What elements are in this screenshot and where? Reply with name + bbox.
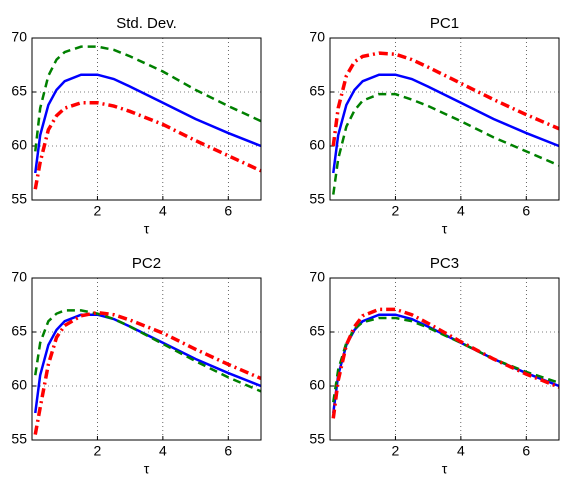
- axes-frame: [31, 37, 262, 201]
- y-tick-label: 70: [309, 269, 325, 285]
- x-tick-label: 6: [224, 203, 232, 219]
- y-tick-label: 70: [309, 29, 325, 45]
- chart-title: PC2: [132, 255, 161, 272]
- y-tick-label: 60: [309, 137, 325, 153]
- x-tick-label: 6: [522, 443, 530, 459]
- line-series: [331, 51, 560, 147]
- axes-frame: [329, 37, 560, 201]
- x-tick-label: 2: [392, 203, 400, 219]
- chart-title: PC1: [430, 15, 459, 32]
- y-tick-label: 65: [309, 83, 325, 99]
- line-series: [332, 73, 560, 174]
- line-series: [332, 92, 560, 195]
- x-axis-label: τ: [144, 221, 150, 237]
- line-series: [33, 101, 262, 190]
- subplot: PC3 τ 2 4 6 55 60 65 70: [309, 255, 560, 477]
- x-tick-label: 6: [224, 443, 232, 459]
- y-tick-label: 65: [309, 323, 325, 339]
- chart-title: PC3: [430, 255, 459, 272]
- x-tick-label: 4: [457, 443, 465, 459]
- x-axis-label: τ: [442, 221, 448, 237]
- subplot: PC1 τ 2 4 6 55 60 65 70: [309, 15, 560, 237]
- y-tick-label: 70: [11, 29, 27, 45]
- x-axis-label: τ: [442, 461, 448, 477]
- y-tick-label: 55: [11, 431, 27, 447]
- x-tick-label: 4: [159, 443, 167, 459]
- y-tick-label: 55: [11, 191, 27, 207]
- line-series: [33, 310, 262, 435]
- y-tick-label: 60: [11, 377, 27, 393]
- x-tick-label: 2: [94, 443, 102, 459]
- line-series: [332, 316, 560, 403]
- y-tick-label: 70: [11, 269, 27, 285]
- y-tick-label: 65: [11, 83, 27, 99]
- y-tick-label: 60: [309, 377, 325, 393]
- x-axis-label: τ: [144, 461, 150, 477]
- x-tick-label: 4: [159, 203, 167, 219]
- line-series: [331, 307, 560, 419]
- y-tick-label: 65: [11, 323, 27, 339]
- x-tick-label: 2: [392, 443, 400, 459]
- x-tick-label: 2: [94, 203, 102, 219]
- chart-title: Std. Dev.: [116, 15, 177, 32]
- y-tick-label: 55: [309, 431, 325, 447]
- y-tick-label: 60: [11, 137, 27, 153]
- line-series: [332, 313, 560, 414]
- line-series: [34, 73, 262, 174]
- subplot: Std. Dev. τ 2 4 6 55 60 65 70: [11, 15, 262, 237]
- x-tick-label: 6: [522, 203, 530, 219]
- line-series: [34, 309, 262, 393]
- subplot: PC2 τ 2 4 6 55 60 65 70: [11, 255, 262, 477]
- y-tick-label: 55: [309, 191, 325, 207]
- axes-frame: [329, 277, 560, 441]
- line-series: [34, 45, 262, 152]
- axes-frame: [31, 277, 262, 441]
- x-tick-label: 4: [457, 203, 465, 219]
